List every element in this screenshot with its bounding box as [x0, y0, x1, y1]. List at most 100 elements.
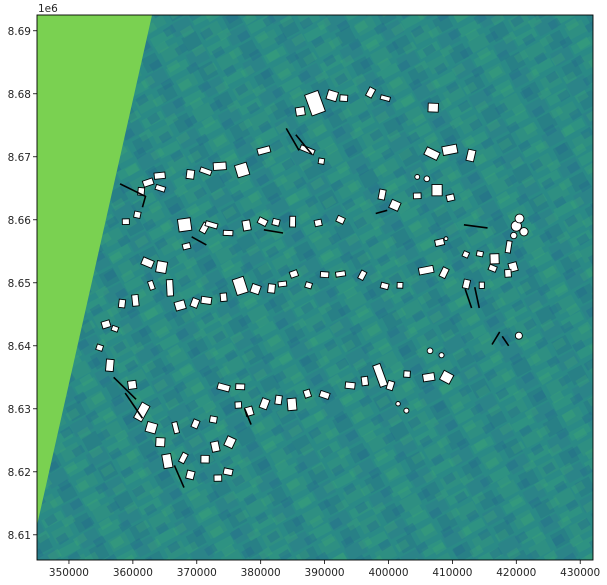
parcel-polygon: [209, 440, 221, 453]
parcel-polygon: [127, 379, 138, 390]
linear-parcel: [141, 195, 147, 208]
parcel-polygon: [223, 435, 237, 450]
parcel-polygon: [95, 343, 105, 352]
axes-frame: [36, 14, 594, 561]
y-tick-label: 8.69: [8, 26, 31, 38]
y-tick-label: 8.65: [8, 278, 31, 290]
parcel-polygon: [478, 281, 485, 289]
parcel-polygon: [117, 298, 127, 309]
parcel-polygon: [231, 275, 249, 297]
parcel-polygon: [438, 369, 455, 385]
parcel-polygon: [344, 381, 356, 390]
linear-parcel: [173, 465, 185, 488]
linear-parcel: [473, 287, 481, 309]
parcel-polygon: [140, 256, 155, 269]
x-tick-label: 430000: [560, 567, 600, 579]
parcel-polygon: [288, 269, 300, 279]
y-tick-label: 8.64: [8, 341, 32, 353]
parcel-polygon: [388, 198, 402, 212]
parcel-polygon: [465, 148, 477, 163]
parcel-polygon: [445, 193, 456, 203]
parcel-polygon: [204, 220, 219, 230]
parcel-polygon: [475, 250, 485, 258]
linear-parcel: [375, 209, 388, 215]
parcel-polygon: [274, 394, 283, 406]
y-tick-label: 8.66: [8, 215, 32, 227]
parcel-polygon: [434, 237, 446, 248]
y-tick-label: 8.63: [8, 404, 31, 416]
parcel-polygon: [271, 217, 281, 227]
x-tick-label: 380000: [241, 567, 281, 579]
parcel-polygon: [208, 415, 218, 424]
linear-parcel: [501, 335, 510, 347]
parcel-polygon: [339, 94, 349, 103]
linear-parcel: [463, 224, 488, 229]
parcel-polygon: [189, 296, 201, 309]
linear-parcel: [491, 331, 501, 345]
ocean-area: [37, 15, 153, 560]
y-axis-ticks: 8.61 8.62 8.63 8.64 8.65 8.66 8.67 8.68 8.69: [8, 26, 37, 542]
parcel-polygon: [461, 250, 471, 259]
parcel-polygon: [286, 397, 298, 412]
linear-parcel: [243, 408, 252, 425]
parcel-polygon: [403, 370, 411, 378]
parcel-polygon: [302, 388, 313, 399]
parcel-polygon: [165, 278, 175, 297]
parcel-polygon: [334, 270, 347, 278]
parcel-polygon: [461, 278, 472, 290]
parcel-polygon: [360, 375, 370, 387]
circular-parcel: [510, 231, 518, 240]
circular-parcel: [395, 401, 401, 407]
linear-parcel: [124, 392, 144, 419]
parcel-polygon: [357, 269, 368, 282]
x-tick-label: 390000: [305, 567, 345, 579]
circular-parcel: [514, 213, 525, 224]
parcel-polygon: [146, 279, 156, 291]
parcel-polygon: [181, 242, 192, 251]
parcel-polygon: [213, 474, 223, 482]
parcel-polygon: [133, 401, 151, 423]
parcel-polygon: [155, 260, 169, 275]
parcel-polygon: [313, 218, 323, 228]
parcel-polygon: [256, 216, 269, 228]
parcel-polygon: [105, 358, 115, 373]
x-tick-label: 420000: [496, 567, 536, 579]
parcel-polygon: [216, 382, 231, 393]
parcel-polygon: [110, 324, 120, 333]
parcel-polygon: [379, 281, 390, 291]
parcel-polygon: [504, 240, 513, 254]
parcel-polygon: [417, 264, 435, 276]
parcel-polygon: [155, 437, 166, 448]
x-tick-label: 350000: [49, 567, 89, 579]
parcel-polygon: [200, 454, 210, 464]
raster-layer: [37, 15, 593, 560]
y-tick-label: 8.67: [8, 152, 31, 164]
parcel-polygon: [173, 299, 187, 312]
y-offset-label: 1e6: [38, 3, 58, 15]
map-axes: 350000 360000 370000 380000 390000 400000 4100…: [8, 3, 601, 579]
circular-parcel: [443, 236, 449, 242]
parcel-polygon: [133, 210, 142, 220]
circular-parcel: [423, 175, 431, 183]
parcel-polygon: [100, 319, 112, 330]
linear-parcel: [285, 128, 300, 151]
parcel-polygon: [177, 451, 189, 465]
parcel-polygon: [504, 268, 512, 278]
parcel-polygon: [489, 253, 500, 265]
parcel-polygon: [256, 145, 272, 156]
parcel-polygon: [154, 183, 167, 193]
parcel-polygons: [95, 86, 529, 488]
parcel-polygon: [222, 229, 234, 237]
parcel-polygon: [258, 397, 271, 411]
parcel-polygon: [325, 89, 340, 103]
parcel-polygon: [423, 146, 441, 161]
parcel-polygon: [304, 281, 314, 290]
parcel-polygon: [396, 281, 404, 289]
x-tick-label: 400000: [368, 567, 408, 579]
parcel-polygon: [219, 292, 228, 303]
parcel-polygon: [241, 219, 252, 232]
parcel-polygon: [427, 102, 439, 113]
parcel-polygon: [431, 184, 443, 197]
parcel-polygon: [289, 215, 297, 228]
